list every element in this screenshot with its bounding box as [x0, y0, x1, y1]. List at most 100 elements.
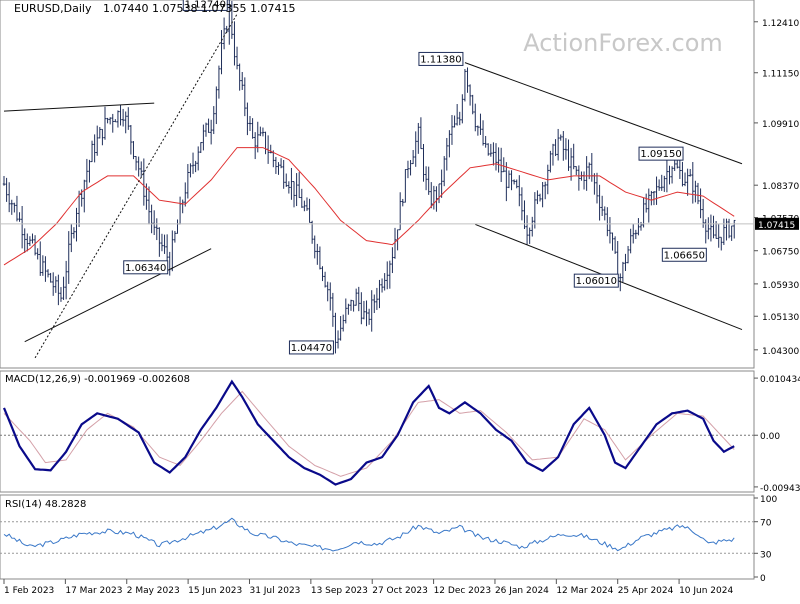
x-tick-label: 15 Jun 2023: [188, 586, 242, 596]
ohlc-bar: [544, 181, 547, 200]
ohlc-bar: [489, 143, 493, 157]
ohlc-bar: [577, 165, 581, 191]
ohlc-bar: [494, 143, 498, 171]
ohlc-bar: [137, 156, 140, 177]
ohlc-bar: [634, 229, 638, 240]
ohlc-bar: [184, 182, 187, 207]
ohlc-bar: [354, 288, 358, 306]
ohlc-bar: [124, 111, 127, 134]
ohlc-bar: [598, 184, 601, 221]
ohlc-bar: [657, 179, 661, 191]
ohlc-bar: [471, 94, 474, 115]
ohlc-bar: [427, 166, 430, 195]
ohlc-bar: [279, 158, 283, 169]
ohlc-bar: [13, 202, 16, 213]
ohlc-bar: [686, 168, 689, 196]
ohlc-bar: [727, 218, 731, 239]
ohlc-bar: [725, 218, 728, 241]
ohlc-bar: [344, 298, 348, 324]
ohlc-bar: [406, 160, 410, 179]
ohlc-bar: [536, 190, 539, 205]
ohlc-bar: [378, 279, 381, 309]
ohlc-bar: [67, 231, 70, 284]
ohlc-bar: [696, 182, 700, 205]
ohlc-bar: [62, 276, 65, 300]
ohlc-bar: [463, 69, 467, 102]
ohlc-bar: [409, 160, 412, 176]
ohlc-bar: [90, 140, 94, 163]
ohlc-bar: [476, 125, 480, 136]
rsi-y-tick-label: 30: [760, 550, 772, 560]
ohlc-bar: [720, 236, 723, 251]
ohlc-bar: [569, 147, 573, 181]
x-tick-label: 10 Jun 2024: [679, 586, 733, 596]
ohlc-bar: [655, 176, 658, 205]
symbol-label: EURUSD,Daily: [14, 2, 92, 15]
ohlc-bar: [116, 110, 120, 128]
ohlc-bar: [440, 169, 443, 198]
ohlc-bar: [443, 156, 446, 187]
ohlc-bar: [197, 146, 200, 171]
ohlc-bar: [360, 292, 363, 325]
ohlc-bar: [152, 210, 156, 236]
price-y-tick-label: 1.08370: [762, 182, 799, 192]
ohlc-bar: [712, 215, 715, 239]
ohlc-bar: [321, 266, 324, 282]
ohlc-bar: [414, 131, 417, 167]
ohlc-bar: [575, 166, 578, 176]
ohlc-bar: [611, 232, 614, 251]
trendline: [24, 248, 212, 343]
ohlc-bar: [41, 255, 45, 276]
x-tick-label: 12 Mar 2024: [556, 586, 613, 596]
rsi-panel-frame: [0, 494, 755, 580]
ohlc-bar: [492, 142, 495, 166]
price-y-tick-label: 1.09910: [762, 120, 799, 130]
ohlc-bar: [111, 113, 114, 133]
ohlc-bar: [370, 290, 373, 332]
ohlc-bar: [20, 205, 24, 249]
ohlc-bar: [261, 127, 265, 137]
ohlc-bar: [26, 233, 29, 252]
ohlc-bar: [70, 224, 73, 253]
ohlc-bar: [290, 167, 293, 200]
price-annotation-label: 1.06340: [125, 263, 166, 274]
ohlc-bar: [549, 150, 552, 173]
ohlc-bar: [683, 172, 687, 187]
ohlc-bar: [39, 241, 42, 276]
macd-panel-frame: [0, 370, 755, 493]
macd-line: [2, 379, 735, 486]
ohlc-bar: [230, 0, 234, 39]
ohlc-bar: [531, 216, 534, 237]
ohlc-bar: [336, 330, 340, 349]
ohlc-bar: [559, 134, 562, 141]
trendline: [34, 13, 238, 359]
price-annotation-label: 1.09150: [640, 149, 681, 160]
ohlc-bar: [365, 300, 368, 327]
x-tick-label: 27 Oct 2023: [372, 586, 428, 596]
ohlc-bar: [150, 204, 153, 234]
ohlc-bar: [274, 156, 278, 174]
ohlc-bar: [507, 170, 511, 189]
ohlc-bar: [326, 281, 329, 302]
ohlc-bar: [528, 227, 531, 244]
ohlc-bar: [303, 200, 306, 212]
ohlc-bar: [132, 141, 135, 160]
ohlc-bar: [647, 188, 650, 223]
ohlc-bar: [134, 156, 138, 171]
trendline: [464, 62, 743, 165]
ohlc-bar: [704, 219, 707, 244]
price-annotation-box: [182, 0, 228, 11]
ohlc-bar: [334, 312, 337, 354]
ohlc-bar: [512, 179, 516, 185]
ohlc-bar: [619, 273, 622, 292]
ohlc-bar: [2, 176, 6, 186]
ohlc-bar: [694, 180, 697, 203]
ohlc-bar: [323, 271, 327, 288]
ohlc-bar: [28, 236, 32, 246]
ohlc-bar: [505, 162, 508, 202]
ohlc-bar: [518, 175, 521, 207]
ohlc-bar: [644, 193, 648, 213]
ohlc-label: 1.07440 1.07538 1.07355 1.07415: [103, 2, 295, 15]
price-annotation-label: 1.06010: [576, 276, 617, 287]
